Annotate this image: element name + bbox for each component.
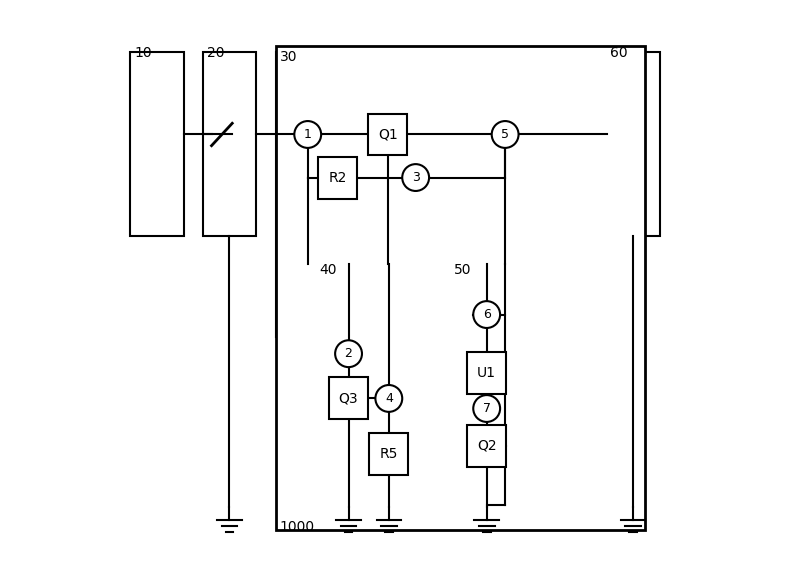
Text: 30: 30 xyxy=(280,50,298,64)
Bar xyxy=(607,52,660,236)
Bar xyxy=(276,46,645,530)
Bar xyxy=(315,264,435,505)
Text: 1: 1 xyxy=(304,128,312,141)
Bar xyxy=(276,52,645,337)
Bar xyxy=(467,425,506,467)
Text: 6: 6 xyxy=(482,308,490,321)
Circle shape xyxy=(294,121,321,148)
Text: R5: R5 xyxy=(380,447,398,461)
Text: 3: 3 xyxy=(412,171,419,184)
Text: 5: 5 xyxy=(501,128,509,141)
Circle shape xyxy=(375,385,402,412)
Text: Q2: Q2 xyxy=(477,439,497,453)
Bar xyxy=(130,52,183,236)
Circle shape xyxy=(402,164,429,191)
Bar xyxy=(368,114,407,156)
Circle shape xyxy=(492,121,518,148)
Text: 1000: 1000 xyxy=(280,520,315,534)
Text: R2: R2 xyxy=(328,170,346,184)
Text: 2: 2 xyxy=(345,347,353,360)
Text: 60: 60 xyxy=(610,46,628,60)
Text: U1: U1 xyxy=(477,366,496,380)
Text: 40: 40 xyxy=(319,263,337,277)
Bar xyxy=(467,352,506,394)
Text: 50: 50 xyxy=(454,263,472,277)
Bar xyxy=(450,264,562,505)
Circle shape xyxy=(335,340,362,367)
Bar xyxy=(370,433,408,475)
Text: Q1: Q1 xyxy=(378,128,398,142)
Text: 7: 7 xyxy=(482,402,490,415)
Text: 4: 4 xyxy=(385,392,393,405)
Bar xyxy=(329,378,368,419)
Text: 20: 20 xyxy=(207,46,225,60)
Circle shape xyxy=(474,395,500,422)
Bar xyxy=(203,52,256,236)
Bar xyxy=(318,157,357,198)
Circle shape xyxy=(474,301,500,328)
Text: 10: 10 xyxy=(134,46,152,60)
Text: Q3: Q3 xyxy=(338,392,358,405)
